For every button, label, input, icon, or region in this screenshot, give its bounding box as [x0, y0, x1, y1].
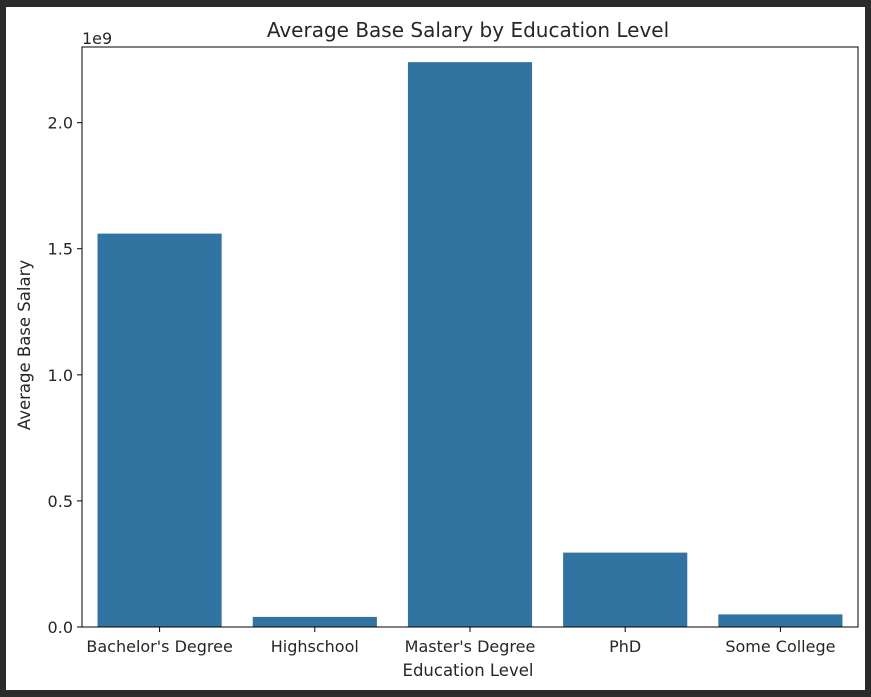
- x-axis-ticks: Bachelor's Degree Highschool Master's Degr…: [86, 627, 835, 656]
- y-offset-label: 1e9: [82, 29, 112, 48]
- bar-phd: [563, 552, 688, 627]
- bar-master-s-degree: [407, 62, 533, 628]
- bar-bachelor-s-degree: [97, 233, 222, 627]
- y-tick-label: 0.0: [48, 618, 73, 637]
- chart-figure: Average Base Salary by Education Level 1…: [6, 7, 865, 690]
- chart-title: Average Base Salary by Education Level: [267, 18, 669, 42]
- y-tick-label: 0.5: [48, 492, 73, 511]
- y-axis-label: Average Base Salary: [15, 260, 34, 430]
- x-tick-label: Bachelor's Degree: [86, 637, 232, 656]
- bars-group: [97, 62, 843, 628]
- bar-chart: Average Base Salary by Education Level 1…: [15, 18, 859, 680]
- x-tick-label: PhD: [609, 637, 641, 656]
- y-tick-label: 1.0: [48, 366, 73, 385]
- x-tick-label: Some College: [725, 637, 835, 656]
- y-axis-ticks: 0.0 0.5 1.0 1.5 2.0: [48, 114, 82, 637]
- x-tick-label: Master's Degree: [405, 637, 536, 656]
- plot-frame: [81, 46, 859, 628]
- y-tick-label: 1.5: [48, 240, 73, 259]
- y-tick-label: 2.0: [48, 114, 73, 133]
- bar-highschool: [252, 616, 377, 627]
- x-axis-label: Education Level: [403, 661, 534, 680]
- x-tick-label: Highschool: [271, 637, 359, 656]
- bar-some-college: [718, 614, 843, 627]
